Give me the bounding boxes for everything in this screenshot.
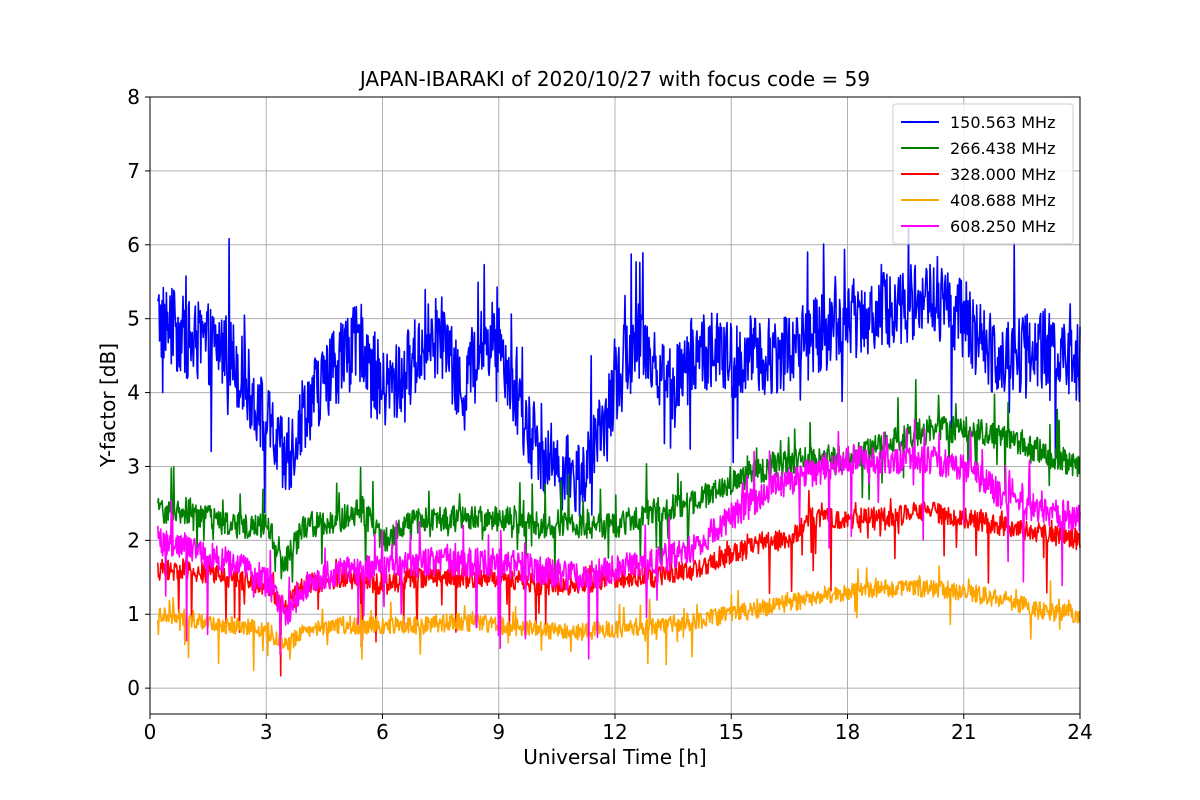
- y-tick-label: 1: [127, 602, 140, 626]
- y-tick-label: 4: [127, 381, 140, 405]
- series-line-5: [157, 418, 1081, 660]
- x-tick-label: 12: [602, 720, 627, 744]
- series-line-4: [157, 565, 1081, 672]
- x-tick-label: 18: [835, 720, 860, 744]
- x-tick-label: 15: [719, 720, 744, 744]
- series-layer: [157, 227, 1081, 677]
- y-tick-label: 8: [127, 85, 140, 109]
- y-axis-label: Y-factor [dB]: [96, 343, 120, 468]
- series-line-1: [157, 227, 1081, 518]
- y-tick-label: 0: [127, 676, 140, 700]
- y-axis: 0 1 2 3 4 5 6 7 8: [127, 85, 150, 700]
- legend-label: 150.563 MHz: [950, 113, 1055, 132]
- y-tick-label: 5: [127, 307, 140, 331]
- y-tick-label: 7: [127, 159, 140, 183]
- y-tick-label: 3: [127, 454, 140, 478]
- x-tick-label: 3: [260, 720, 273, 744]
- x-axis-label: Universal Time [h]: [523, 745, 706, 769]
- legend-label: 328.000 MHz: [950, 165, 1055, 184]
- legend-label: 608.250 MHz: [950, 217, 1055, 236]
- y-tick-label: 6: [127, 233, 140, 257]
- x-tick-label: 24: [1067, 720, 1092, 744]
- x-tick-label: 9: [492, 720, 505, 744]
- x-axis: 0 3 6 9 12 15 18 21 24: [144, 714, 1093, 744]
- legend-box: [892, 103, 1074, 245]
- x-tick-label: 0: [144, 720, 157, 744]
- y-tick-label: 2: [127, 528, 140, 552]
- chart-title: JAPAN-IBARAKI of 2020/10/27 with focus c…: [358, 67, 870, 91]
- x-tick-label: 6: [376, 720, 389, 744]
- legend-label: 408.688 MHz: [950, 191, 1055, 210]
- x-tick-label: 21: [951, 720, 976, 744]
- series-line-2: [157, 378, 1081, 583]
- legend: 150.563 MHz 266.438 MHz 328.000 MHz 408.688…: [892, 103, 1074, 245]
- legend-label: 266.438 MHz: [950, 139, 1055, 158]
